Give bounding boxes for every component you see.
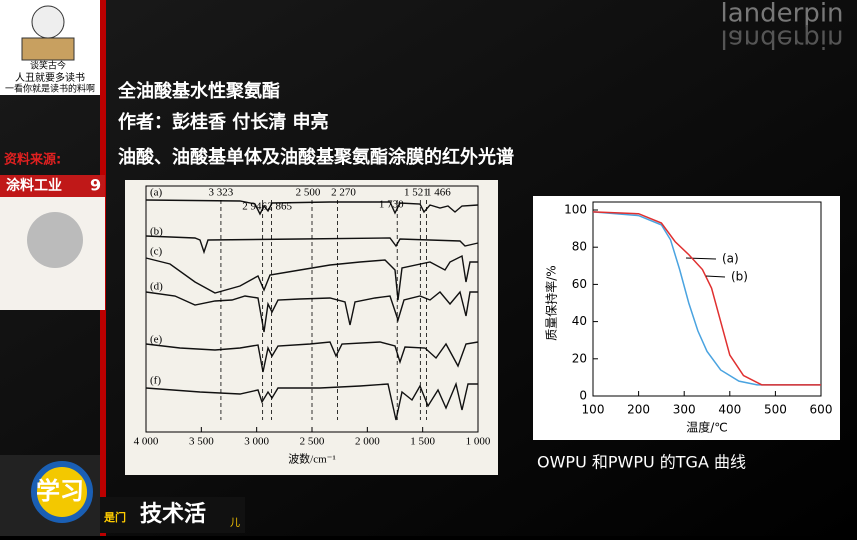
watermark-reflection: landerpin — [720, 24, 843, 54]
logo-main: 学习 — [36, 477, 84, 505]
tga-frame — [592, 201, 822, 397]
source-label: 资料来源: — [4, 152, 61, 168]
ir-chart: 4 000 3 500 3 000 2 500 2 000 1 500 1 000 波数/cm… — [125, 180, 498, 475]
cartoon-desk — [21, 37, 75, 61]
cartoon-face — [31, 5, 65, 39]
magazine-issue: 9 — [90, 176, 101, 195]
cartoon-line: 一看你就是读书的料啊 — [5, 83, 95, 95]
tga-line — [592, 211, 821, 386]
x-tick-label: 100 — [582, 403, 605, 417]
x-tick-label: 600 — [810, 403, 833, 417]
peak-label: 2 270 — [331, 187, 356, 199]
peak-label: 3 323 — [209, 187, 234, 199]
x-tick-label: 2 000 — [355, 436, 380, 448]
logo-lens — [31, 461, 93, 523]
x-axis-label: 波数/cm⁻¹ — [288, 453, 336, 466]
legend-label: (b) — [731, 270, 748, 284]
tga-chart: 0 20 40 60 80 100 100 200 300 400 500 600 温度/℃ 质量保持率/… — [533, 196, 840, 440]
curve-label: (d) — [150, 281, 163, 293]
caption: OWPU 和PWPU 的TGA 曲线 — [537, 453, 746, 472]
logo-suffix: 儿 — [230, 517, 240, 529]
logo-prefix: 是门 — [103, 510, 126, 524]
subtitle: 油酸、油酸基单体及油酸基聚氨酯涂膜的红外光谱 — [118, 146, 514, 168]
y-tick-label: 80 — [572, 240, 587, 254]
x-tick-label: 3 000 — [244, 436, 269, 448]
ir-curve — [145, 381, 478, 421]
curve-label: (f) — [150, 375, 161, 387]
curve-label: (b) — [150, 226, 163, 238]
peak-label: 2 500 — [296, 187, 321, 199]
ir-panel — [125, 180, 498, 475]
curve-label: (c) — [150, 246, 163, 258]
x-tick-label: 2 500 — [300, 436, 325, 448]
x-tick-label: 300 — [673, 403, 696, 417]
ir-curve — [145, 290, 478, 333]
magazine-title: 涂料工业 — [6, 177, 62, 194]
logo-highlight: 技术活 — [140, 502, 206, 527]
peak-label: 2 865 — [267, 201, 292, 213]
watermark: landerpin — [720, 0, 843, 29]
curve-label: (e) — [150, 334, 163, 346]
x-tick-label: 200 — [627, 403, 650, 417]
logo-strip — [100, 497, 245, 533]
y-tick-label: 20 — [572, 351, 587, 365]
magazine-band — [0, 175, 105, 197]
peak-label: 1 466 — [426, 187, 451, 199]
ir-curve — [145, 235, 479, 255]
ir-curve — [145, 199, 479, 216]
peak-label: 2 946 — [242, 201, 267, 213]
cartoon-caption: 谈笑古今 — [30, 60, 66, 72]
x-tick-label: 1 500 — [410, 436, 435, 448]
y-tick-label: 60 — [572, 277, 587, 291]
x-tick-label: 500 — [764, 403, 787, 417]
x-tick-label: 400 — [718, 403, 741, 417]
tga-line — [592, 211, 821, 386]
x-tick-label: 3 500 — [189, 436, 214, 448]
legend-arrow — [705, 275, 726, 278]
cartoon-line: 人丑就要多读书 — [15, 71, 85, 84]
ir-curve — [145, 341, 479, 373]
title: 全油酸基水性聚氨酯 — [117, 80, 280, 102]
curve-label: (a) — [150, 187, 163, 199]
x-axis-label: 温度/℃ — [686, 420, 728, 435]
peak-label: 1 730 — [379, 199, 404, 211]
x-tick-label: 1 000 — [466, 436, 491, 448]
peak-label: 1 521 — [404, 187, 429, 199]
magazine-gears — [27, 212, 83, 268]
authors: 作者：彭桂香 付长清 申亮 — [118, 111, 329, 133]
y-tick-label: 0 — [579, 389, 587, 403]
y-tick-label: 40 — [572, 314, 587, 328]
ir-curve — [145, 254, 478, 301]
tga-panel — [533, 196, 840, 440]
y-tick-label: 100 — [564, 203, 587, 217]
y-axis-label: 质量保持率/% — [544, 265, 559, 340]
legend-label: (a) — [722, 252, 739, 266]
x-tick-label: 4 000 — [134, 436, 159, 448]
